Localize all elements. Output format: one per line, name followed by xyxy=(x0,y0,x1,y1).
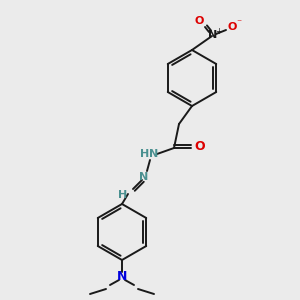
Text: N: N xyxy=(149,149,159,159)
Text: N: N xyxy=(140,172,148,182)
Text: +: + xyxy=(216,26,222,35)
Text: N: N xyxy=(208,30,217,40)
Text: N: N xyxy=(117,269,127,283)
Text: O: O xyxy=(194,16,204,26)
Text: ⁻: ⁻ xyxy=(236,18,242,28)
Text: H: H xyxy=(118,190,127,200)
Text: H: H xyxy=(140,149,150,159)
Text: O: O xyxy=(227,22,237,32)
Text: O: O xyxy=(195,140,205,154)
